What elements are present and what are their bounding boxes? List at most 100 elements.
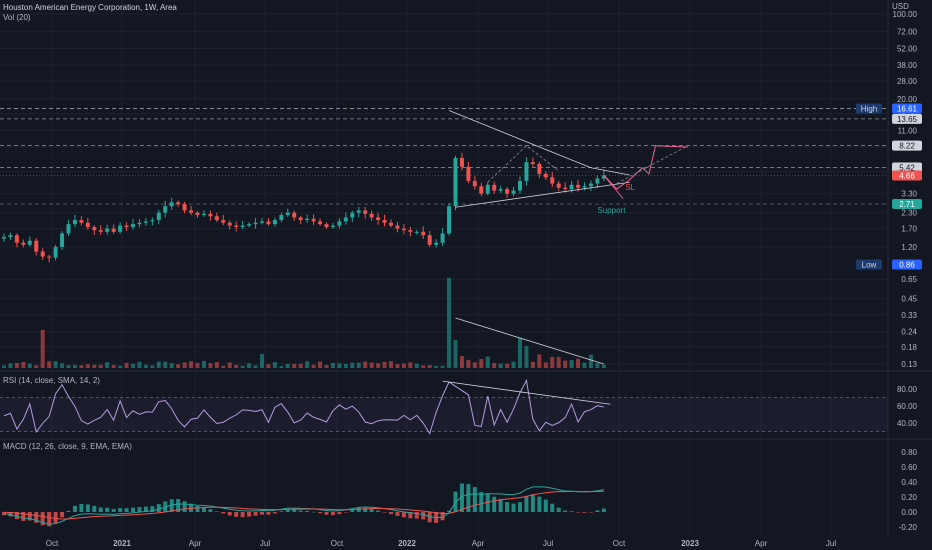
macd-tick-label: -0.20 — [899, 523, 918, 532]
macd-histogram-bar — [472, 487, 477, 512]
volume-bar — [537, 354, 542, 368]
volume-bar — [8, 363, 13, 368]
candle-body — [279, 215, 284, 221]
candle-body — [85, 222, 90, 228]
volume-bar — [221, 365, 226, 368]
price-tick-label: 3.30 — [901, 190, 917, 199]
volume-bar — [330, 362, 335, 368]
candle-body — [576, 184, 581, 188]
macd-tick-label: 0.00 — [901, 508, 917, 517]
volume-bar — [163, 361, 168, 368]
support-label: Support — [597, 206, 626, 215]
macd-histogram-bar — [201, 507, 206, 512]
macd-histogram-bar — [195, 506, 200, 512]
volume-bar — [588, 354, 593, 368]
macd-histogram-bar — [343, 512, 348, 513]
candle-body — [530, 162, 535, 164]
price-axis[interactable]: 100.0072.0052.0038.0028.0020.0015.0011.0… — [856, 10, 922, 369]
volume-bar — [253, 365, 258, 368]
volume-bar — [421, 365, 426, 368]
candle-body — [247, 224, 252, 226]
candle-body — [14, 235, 19, 243]
high-tag — [856, 103, 882, 114]
price-label-box — [892, 103, 922, 114]
macd-histogram-bar — [60, 512, 65, 518]
volume-bar — [518, 338, 522, 368]
macd-histogram-bar — [66, 510, 71, 512]
macd-histogram-bar — [137, 507, 142, 512]
candle-body — [2, 236, 6, 239]
candle-body — [350, 212, 355, 218]
macd-histogram-bar — [221, 512, 226, 514]
candle-body — [92, 227, 97, 231]
candle-body — [111, 228, 116, 232]
time-tick-label: Oct — [613, 539, 626, 548]
macd-histogram-bar — [369, 508, 374, 512]
macd-histogram-bar — [511, 503, 516, 512]
rsi-pane: 80.00 60.00 40.00 — [0, 378, 918, 435]
candle-body — [401, 228, 406, 231]
time-tick-label: Apr — [189, 539, 202, 548]
candle-body — [221, 220, 226, 223]
volume-bar — [576, 358, 581, 368]
macd-histogram-bar — [14, 512, 19, 520]
macd-histogram-bar — [234, 512, 239, 517]
volume-bar — [137, 361, 142, 368]
candle-body — [569, 184, 574, 190]
candle-body — [150, 220, 155, 222]
volume-bar — [279, 365, 284, 368]
time-tick-label: Apr — [755, 539, 768, 548]
time-tick-label: Jul — [826, 539, 836, 548]
volume-bar — [124, 362, 129, 368]
volume-bar — [343, 363, 348, 368]
volume-bar — [511, 361, 516, 368]
candle-body — [72, 220, 77, 225]
lower-trendline — [455, 181, 630, 208]
drawings: SL Support — [448, 110, 688, 365]
volume-bar — [369, 362, 374, 368]
volume-bar — [556, 356, 561, 368]
price-label-box — [892, 259, 922, 270]
volume-bar — [260, 354, 264, 368]
candle-body — [47, 256, 52, 258]
volume-bar — [195, 363, 200, 368]
candle-body — [8, 235, 13, 237]
volume-bar — [92, 364, 97, 368]
macd-histogram-bar — [124, 508, 129, 512]
volume-bar — [595, 363, 600, 368]
price-tick-label: 38.00 — [897, 61, 918, 70]
volume-bar — [105, 362, 110, 368]
rsi-tick-label: 60.00 — [897, 402, 918, 411]
macd-histogram-bar — [337, 512, 342, 515]
macd-histogram-bar — [498, 498, 503, 512]
price-tick-label: 100.00 — [893, 10, 918, 19]
macd-histogram-bar — [530, 494, 535, 512]
macd-histogram-bar — [601, 508, 606, 512]
macd-histogram-bar — [214, 511, 219, 512]
volume-bar — [272, 362, 277, 368]
macd-histogram-bar — [111, 508, 116, 512]
rsi-tick-label: 40.00 — [897, 419, 918, 428]
volume-bar — [266, 364, 271, 368]
price-tick-label: 2.30 — [901, 209, 917, 218]
price-label-box — [892, 140, 922, 151]
volume-bar — [201, 361, 206, 368]
volume-bar — [2, 365, 6, 368]
macd-tick-label: 0.60 — [901, 463, 917, 472]
volume-bar — [543, 362, 548, 368]
volume-bar — [427, 364, 432, 368]
candle-body — [98, 230, 103, 232]
price-label: 4.66 — [899, 171, 915, 180]
volume-bar — [292, 363, 297, 368]
candle-body — [234, 225, 239, 228]
price-tick-label: 28.00 — [897, 77, 918, 86]
price-tick-label: 1.70 — [901, 225, 917, 234]
macd-histogram-bar — [260, 512, 264, 515]
macd-histogram-bar — [131, 507, 135, 512]
time-axis[interactable]: Oct 2021 Apr Jul Oct 2022 Apr Jul Oct 2023 Apr Jul — [46, 539, 837, 548]
candle-body — [79, 220, 84, 223]
price-tick-label: 20.00 — [897, 95, 918, 104]
candle-body — [60, 233, 65, 247]
volume-bar — [492, 362, 497, 368]
